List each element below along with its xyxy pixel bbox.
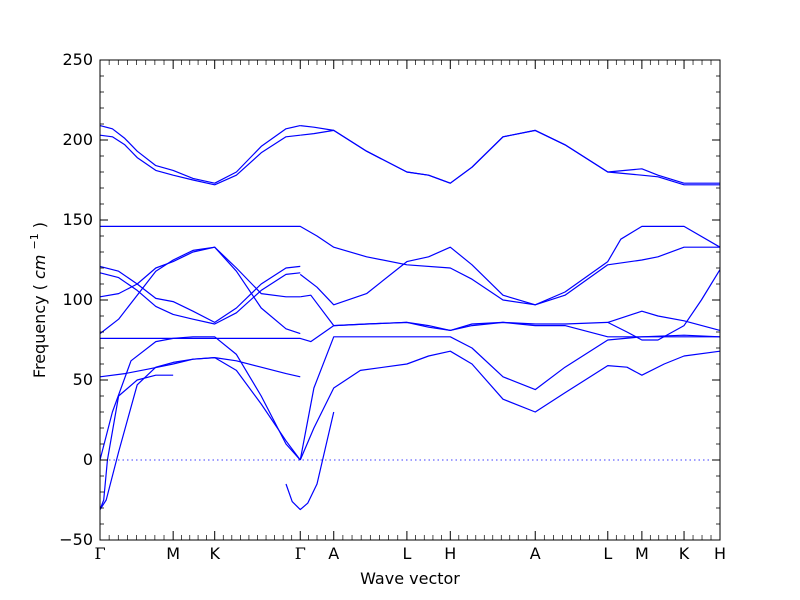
x-tick-label: L [603, 544, 612, 563]
y-tick-label: 0 [83, 450, 93, 469]
x-tick-label: H [714, 544, 726, 563]
x-tick-label: Γ [94, 544, 105, 563]
y-axis-title-close-paren: ) [30, 222, 49, 228]
y-axis-title-open-paren: ( [30, 284, 49, 290]
x-tick-label: K [679, 544, 690, 563]
y-tick-label: 50 [73, 370, 93, 389]
plot-frame [99, 59, 721, 541]
branch-line-19 [99, 374, 174, 510]
y-tick-label: 200 [62, 130, 93, 149]
branch-line-2 [300, 125, 720, 184]
y-tick-labels: −50 0 50 100 150 200 250 [59, 50, 93, 549]
y-tick-label: −50 [59, 530, 93, 549]
plot-area [99, 125, 721, 511]
y-axis-title-name: Frequency [30, 295, 49, 378]
x-tick-label: L [402, 544, 411, 563]
x-tick-label: A [530, 544, 541, 563]
x-tick-label: K [209, 544, 220, 563]
x-tick-label: M [635, 544, 649, 563]
branch-line-18 [285, 411, 335, 511]
branch-line-4 [100, 225, 721, 306]
x-tick-label: Γ [295, 544, 306, 563]
x-tick-label: A [328, 544, 339, 563]
x-tick-label: M [166, 544, 180, 563]
branch-line-14 [99, 336, 301, 461]
branch-line-7 [99, 272, 301, 325]
branch-line-13 [99, 357, 301, 378]
branch-line-11 [607, 269, 721, 341]
branch-line-17 [299, 350, 721, 461]
branch-line-6 [99, 265, 301, 323]
branch-line-8 [99, 246, 301, 335]
y-tick-label: 100 [62, 290, 93, 309]
branch-line-15 [99, 357, 301, 510]
branch-line-5 [99, 246, 301, 298]
branch-line-0 [99, 125, 301, 184]
axis-ticks [99, 59, 721, 541]
y-tick-label: 150 [62, 210, 93, 229]
x-tick-label: H [444, 544, 456, 563]
x-axis-title: Wave vector [360, 569, 460, 588]
branch-line-1 [99, 134, 301, 186]
y-axis-title-unit-exp: −1 [28, 233, 41, 249]
branch-line-9 [299, 246, 720, 306]
y-axis-title: Frequency ( cm −1 ) [23, 222, 49, 378]
y-tick-label: 250 [62, 50, 93, 69]
branch-line-16 [299, 336, 720, 461]
y-axis-title-unit-base: cm [30, 255, 49, 279]
branch-line-3 [300, 129, 720, 186]
branch-line-12 [100, 321, 721, 343]
